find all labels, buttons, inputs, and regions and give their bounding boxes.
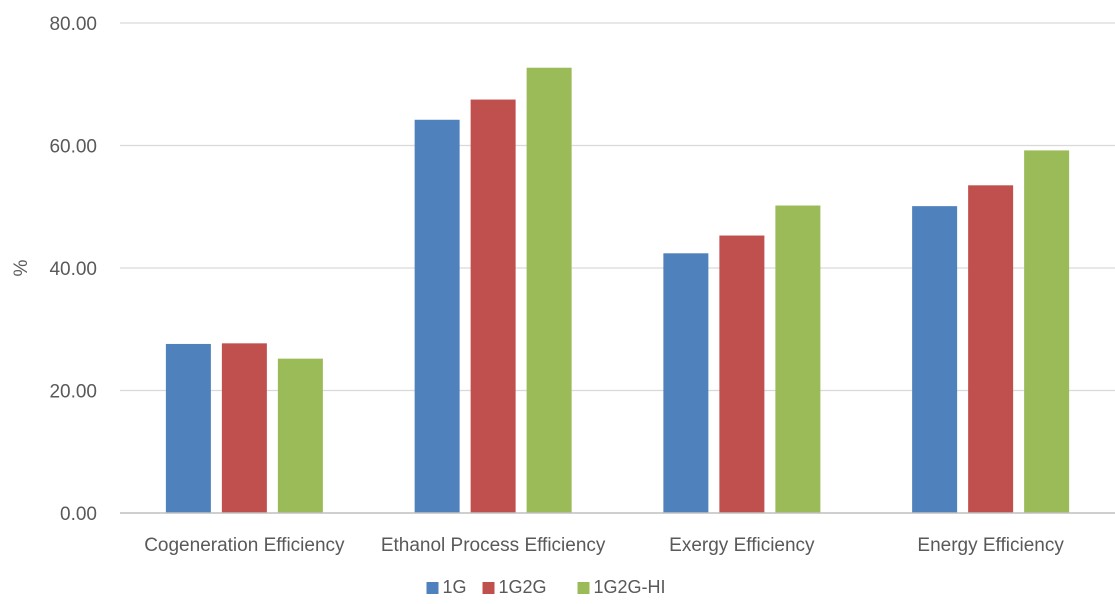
y-axis-label: % — [11, 259, 32, 276]
x-category-label: Ethanol Process Efficiency — [381, 535, 606, 556]
bar-1g2g-hi-4 — [1024, 150, 1070, 513]
bar-1g-1 — [165, 343, 211, 513]
y-tick-label: 40.00 — [49, 259, 97, 280]
y-tick-label: 0.00 — [60, 504, 97, 525]
legend-label: 1G — [443, 577, 467, 597]
y-tick-label: 60.00 — [49, 137, 97, 158]
bar-1g-4 — [912, 206, 958, 513]
legend-swatch-1g2g-hi — [577, 582, 590, 594]
bar-1g2g-2 — [470, 99, 516, 513]
y-axis-ticks: 0.00 20.00 40.00 60.00 80.00 — [49, 14, 97, 525]
legend-label: 1G2G — [499, 577, 547, 597]
bar-1g-2 — [414, 119, 460, 514]
bar-1g2g-4 — [968, 185, 1014, 513]
y-tick-label: 80.00 — [49, 14, 97, 35]
x-axis-category-labels: Cogeneration Efficiency Ethanol Process E… — [144, 535, 1064, 556]
legend-swatch-1g — [426, 582, 439, 594]
bar-1g2g-1 — [221, 343, 267, 513]
bar-1g2g-hi-2 — [526, 67, 572, 514]
legend-label: 1G2G-HI — [594, 577, 666, 597]
bar-1g2g-hi-3 — [775, 205, 821, 513]
legend: 1G 1G2G 1G2G-HI — [426, 577, 666, 597]
bar-1g2g-3 — [719, 235, 765, 513]
gridlines — [120, 22, 1115, 392]
bars — [165, 67, 1070, 514]
bar-1g2g-hi-1 — [277, 358, 323, 513]
y-tick-label: 20.00 — [49, 382, 97, 403]
legend-swatch-1g2g — [482, 582, 495, 594]
x-category-label: Cogeneration Efficiency — [144, 535, 345, 556]
x-category-label: Energy Efficiency — [917, 535, 1064, 556]
x-category-label: Exergy Efficiency — [669, 535, 815, 556]
bar-1g-3 — [663, 253, 709, 514]
